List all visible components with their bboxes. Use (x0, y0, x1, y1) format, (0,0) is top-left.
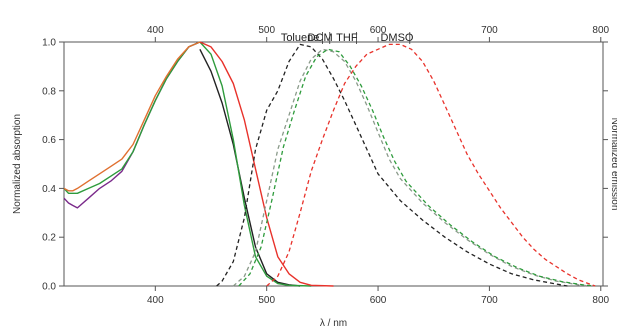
y-tick-label: 0.6 (42, 135, 56, 146)
top-x-tick-label: 600 (370, 25, 387, 36)
y-axis-title: Normalized absorption (12, 114, 23, 214)
series-group (63, 41, 596, 287)
emission-line-black-5 (216, 43, 568, 287)
top-x-tick-label: 400 (147, 25, 164, 36)
solvent-label: THF (336, 32, 358, 44)
y-tick-label: 0.8 (42, 86, 56, 97)
x-axis-title: λ / nm (320, 318, 347, 329)
top-x-tick-label: 500 (258, 25, 275, 36)
absorption-line-orange-3 (63, 41, 201, 192)
absorption-line-green-2 (63, 41, 312, 287)
y-tick-label: 1.0 (42, 38, 56, 49)
x-tick-label: 800 (592, 295, 609, 306)
solvent-label: Toluene (281, 32, 320, 44)
tick-group: 400 400 500 500 600 600 700 700 800 800 0.0 0.2 0.4 0… (42, 25, 609, 306)
top-x-tick-label: 700 (481, 25, 498, 36)
top-x-tick-label: 800 (592, 25, 609, 36)
emission-line-green-7 (238, 48, 596, 287)
solvent-label: DCM (308, 32, 333, 44)
x-tick-label: 500 (258, 295, 275, 306)
x-tick-label: 400 (147, 295, 164, 306)
y-tick-label: 0.2 (42, 233, 56, 244)
y-tick-label: 0.4 (42, 184, 56, 195)
emission-line-gray-6 (232, 48, 590, 287)
x-tick-label: 600 (370, 295, 387, 306)
emission-line-red-8 (266, 43, 596, 287)
y-tick-label: 0.0 (42, 282, 56, 293)
solvent-label: DMSO (380, 32, 413, 44)
absorption-line-black-1 (199, 48, 301, 287)
y2-axis-title: Normalized emission (609, 118, 617, 211)
absorption-line-red-4 (199, 41, 334, 287)
x-tick-label: 700 (481, 295, 498, 306)
